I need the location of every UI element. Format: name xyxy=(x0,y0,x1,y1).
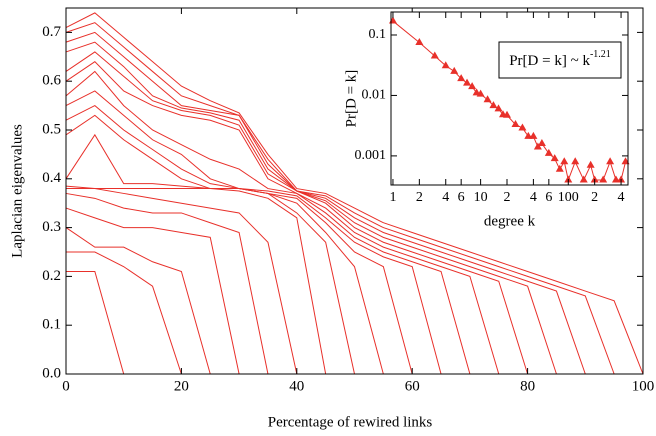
data-point xyxy=(560,157,569,165)
x-tick-label: 100 xyxy=(558,190,579,205)
y-tick-label: 0.001 xyxy=(355,148,387,163)
data-point xyxy=(503,110,512,118)
y-tick-label: 0.6 xyxy=(42,73,61,89)
y-tick-label: 0.3 xyxy=(42,219,61,235)
data-point xyxy=(441,61,450,69)
y-axis-label: Pr[D = k] xyxy=(343,70,359,128)
annotation-text: Pr[D = k] ~ k xyxy=(509,53,590,69)
annotation-box xyxy=(498,41,622,79)
x-tick-label: 10 xyxy=(474,190,488,205)
plot-frame xyxy=(390,11,629,186)
annotation: Pr[D = k] ~ k-1.21 xyxy=(509,49,611,69)
series-group xyxy=(388,16,630,183)
data-point xyxy=(494,104,503,112)
data-line xyxy=(65,90,442,375)
data-point xyxy=(415,38,424,46)
y-tick-label: 0.4 xyxy=(42,170,61,186)
data-point xyxy=(450,66,459,74)
data-point xyxy=(590,175,599,183)
x-tick-label: 80 xyxy=(520,378,535,394)
data-line xyxy=(65,227,211,375)
x-axis-label: degree k xyxy=(484,213,536,229)
y-tick-label: 0.01 xyxy=(362,88,387,103)
data-point xyxy=(555,164,564,172)
annotation-exponent: -1.21 xyxy=(590,49,611,60)
x-tick-label: 6 xyxy=(545,190,552,205)
x-axis-label: Percentage of rewired links xyxy=(268,414,433,430)
y-tick-label: 0.1 xyxy=(42,317,61,333)
data-point xyxy=(579,175,588,183)
data-line xyxy=(65,207,240,375)
data-line xyxy=(66,251,182,375)
data-point xyxy=(518,123,527,131)
data-point xyxy=(430,51,439,59)
x-tick-label: 0 xyxy=(62,378,70,394)
data-line xyxy=(65,41,557,375)
data-point xyxy=(537,139,546,147)
data-line xyxy=(66,271,125,375)
x-tick-label: 100 xyxy=(632,378,655,394)
x-tick-label: 2 xyxy=(591,190,598,205)
y-tick-label: 0.7 xyxy=(42,24,61,40)
data-line xyxy=(65,61,500,375)
x-tick-label: 40 xyxy=(289,378,304,394)
x-tick-label: 2 xyxy=(504,190,511,205)
plot-area xyxy=(391,12,628,185)
x-tick-label: 2 xyxy=(416,190,423,205)
data-point xyxy=(483,95,492,103)
data-line xyxy=(66,188,298,375)
data-point xyxy=(476,89,485,97)
data-point xyxy=(529,131,538,139)
data-point xyxy=(606,157,615,165)
data-line xyxy=(65,51,529,375)
x-tick-label: 4 xyxy=(442,190,449,205)
data-point xyxy=(550,154,559,162)
x-tick-label: 4 xyxy=(618,190,625,205)
y-tick-label: 0.0 xyxy=(42,365,61,381)
data-line xyxy=(65,192,269,375)
data-point xyxy=(564,175,573,183)
data-point xyxy=(489,101,498,109)
x-tick-label: 4 xyxy=(530,190,537,205)
x-tick-label: 60 xyxy=(405,378,420,394)
data-point xyxy=(571,157,580,165)
data-line xyxy=(65,70,471,375)
data-line xyxy=(65,12,644,375)
data-point xyxy=(524,131,533,139)
y-axis-label: Laplacian eigenvalues xyxy=(9,124,25,258)
y-tick-label: 0.1 xyxy=(369,27,387,42)
x-tick-label: 20 xyxy=(174,378,189,394)
data-point xyxy=(533,142,542,150)
plot-frame xyxy=(65,7,644,375)
data-point xyxy=(611,175,620,183)
data-point xyxy=(468,82,477,90)
data-point xyxy=(463,78,472,86)
data-line xyxy=(65,185,327,375)
data-point xyxy=(511,120,520,128)
x-tick-label: 1 xyxy=(389,190,396,205)
data-line xyxy=(65,22,615,375)
series-group xyxy=(65,12,644,375)
data-point xyxy=(617,175,626,183)
data-point xyxy=(586,160,595,168)
x-tick-label: 6 xyxy=(458,190,465,205)
data-line xyxy=(65,31,586,375)
y-tick-label: 0.5 xyxy=(42,121,61,137)
data-point xyxy=(599,175,608,183)
data-point xyxy=(544,148,553,156)
y-tick-label: 0.2 xyxy=(42,268,61,284)
data-point xyxy=(457,74,466,82)
